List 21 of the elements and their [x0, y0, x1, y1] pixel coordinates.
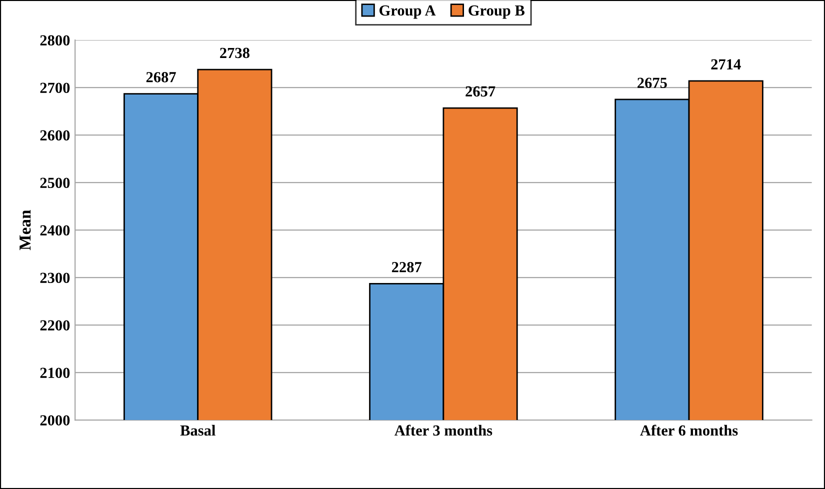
data-label: 2287 [392, 262, 422, 272]
x-tick-label: After 3 months [394, 424, 492, 436]
y-axis-title: Mean [20, 210, 31, 250]
y-tick-label: 2200 [40, 320, 70, 331]
data-label: 2675 [638, 78, 667, 88]
y-tick-label: 2300 [40, 272, 70, 284]
y-tick-label: 2700 [40, 82, 70, 94]
y-tick-label: 2600 [40, 130, 70, 141]
x-tick-label: Basal [180, 424, 216, 436]
y-tick-label: 2400 [40, 225, 70, 236]
y-tick-label: 2800 [40, 35, 70, 46]
y-tick-label: 2500 [40, 178, 70, 188]
data-label: 2657 [466, 86, 496, 97]
legend-label: Group A [380, 5, 436, 19]
x-tick-label: After 6 months [640, 424, 738, 436]
data-label: 2714 [711, 59, 741, 70]
data-label: 2687 [146, 72, 176, 82]
y-tick-label: 2000 [40, 415, 70, 426]
legend-label: Group B [468, 5, 524, 19]
data-label: 2738 [220, 48, 250, 58]
y-tick-label: 2100 [40, 368, 70, 378]
